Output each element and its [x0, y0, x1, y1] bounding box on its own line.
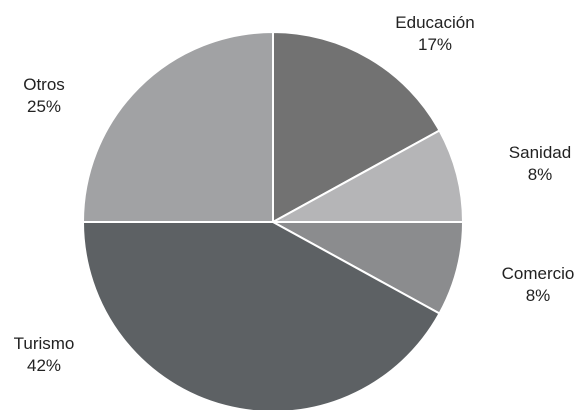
pie-labels: Educación 17% Sanidad 8% Comercio 8% Turismo 42…: [14, 13, 575, 375]
pie-slice-sanidad: [272, 129, 465, 223]
slice-label: Educación: [395, 13, 474, 32]
pie-slice-educacion: [272, 30, 441, 224]
slice-percent-label: 8%: [526, 286, 551, 305]
slice-label: Sanidad: [509, 143, 571, 162]
slice-percent-label: 8%: [528, 165, 553, 184]
pie-slices: [81, 30, 465, 410]
slice-percent-label: 42%: [27, 356, 61, 375]
slice-percent-label: 25%: [27, 97, 61, 116]
pie-slice-turismo: [81, 221, 441, 410]
slice-label: Comercio: [502, 264, 575, 283]
slice-label: Turismo: [14, 334, 75, 353]
pie-slice-otros: [81, 30, 274, 223]
pie-slice-comercio: [272, 221, 465, 315]
slice-label: Otros: [23, 75, 65, 94]
slice-percent-label: 17%: [418, 35, 452, 54]
